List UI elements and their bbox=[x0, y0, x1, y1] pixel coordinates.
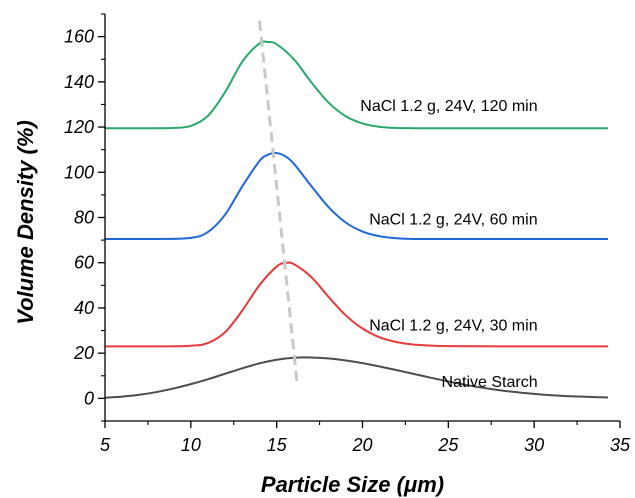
x-tick-label: 20 bbox=[351, 435, 372, 455]
y-tick-label: 80 bbox=[74, 208, 94, 228]
series-label-3: NaCl 1.2 g, 24V, 120 min bbox=[360, 98, 537, 115]
series-label-2: NaCl 1.2 g, 24V, 60 min bbox=[369, 211, 537, 228]
x-tick-label: 10 bbox=[181, 435, 201, 455]
y-tick-label: 160 bbox=[64, 27, 94, 47]
series-line-1 bbox=[104, 261, 608, 348]
plot-layer bbox=[104, 20, 609, 399]
x-tick-label: 35 bbox=[610, 435, 631, 455]
y-tick-label: 40 bbox=[74, 298, 94, 318]
series-label-0: Native Starch bbox=[442, 374, 538, 391]
axis-layer: 5 10 15 20 25 30 35 0 20 40 60 80 100 120 140 160 Partic… bbox=[13, 13, 631, 497]
series-line-0 bbox=[104, 356, 609, 399]
y-tick-label: 100 bbox=[64, 162, 94, 182]
label-layer: Native Starch NaCl 1.2 g, 24V, 30 min NaCl… bbox=[360, 98, 537, 391]
series-line-3 bbox=[104, 40, 608, 130]
y-tick-label: 20 bbox=[73, 343, 94, 363]
y-axis-title: Volume Density (%) bbox=[13, 120, 38, 325]
y-tick-label: 0 bbox=[84, 388, 94, 408]
y-tick-label: 140 bbox=[64, 72, 94, 92]
x-axis-title: Particle Size (μm) bbox=[261, 472, 444, 497]
x-tick-label: 30 bbox=[524, 435, 544, 455]
y-tick-label: 120 bbox=[64, 117, 94, 137]
y-tick-label: 60 bbox=[74, 253, 94, 273]
x-tick-label: 15 bbox=[267, 435, 288, 455]
peak-trend-line bbox=[258, 20, 299, 385]
x-tick-label: 5 bbox=[100, 435, 111, 455]
series-line-2 bbox=[104, 151, 608, 241]
series-label-1: NaCl 1.2 g, 24V, 30 min bbox=[369, 318, 537, 335]
x-tick-label: 25 bbox=[437, 435, 459, 455]
